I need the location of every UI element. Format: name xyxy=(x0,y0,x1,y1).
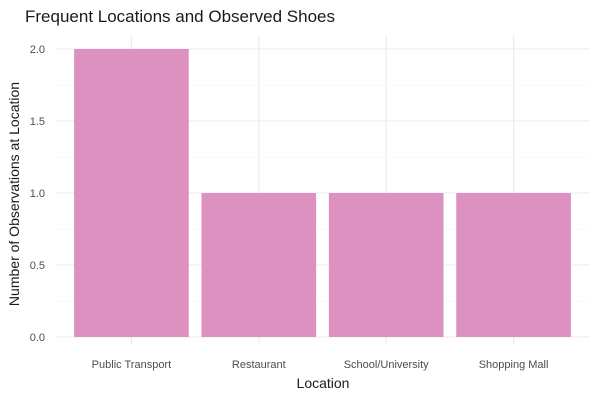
x-tick-label: Public Transport xyxy=(92,359,171,371)
y-axis-title: Number of Observations at Location xyxy=(6,82,22,306)
y-tick-label: 0.0 xyxy=(30,332,45,344)
x-axis-title: Location xyxy=(297,375,350,391)
bar-school-university xyxy=(328,193,444,337)
bar-shopping-mall xyxy=(456,193,571,337)
bar-restaurant xyxy=(201,193,317,337)
chart-title: Frequent Locations and Observed Shoes xyxy=(25,7,335,26)
bars xyxy=(74,49,571,337)
y-tick-label: 2.0 xyxy=(30,44,45,56)
y-tick-label: 0.5 xyxy=(30,260,45,272)
x-tick-label: Restaurant xyxy=(232,359,286,371)
bar-public-transport xyxy=(74,49,189,337)
x-tick-label: School/University xyxy=(344,359,429,371)
x-tick-labels: Public Transport Restaurant School/Univers… xyxy=(92,359,549,371)
y-tick-label: 1.5 xyxy=(30,116,45,128)
x-tick-label: Shopping Mall xyxy=(479,359,549,371)
y-tick-labels: 0.0 0.5 1.0 1.5 2.0 xyxy=(30,44,45,344)
y-tick-label: 1.0 xyxy=(30,188,45,200)
